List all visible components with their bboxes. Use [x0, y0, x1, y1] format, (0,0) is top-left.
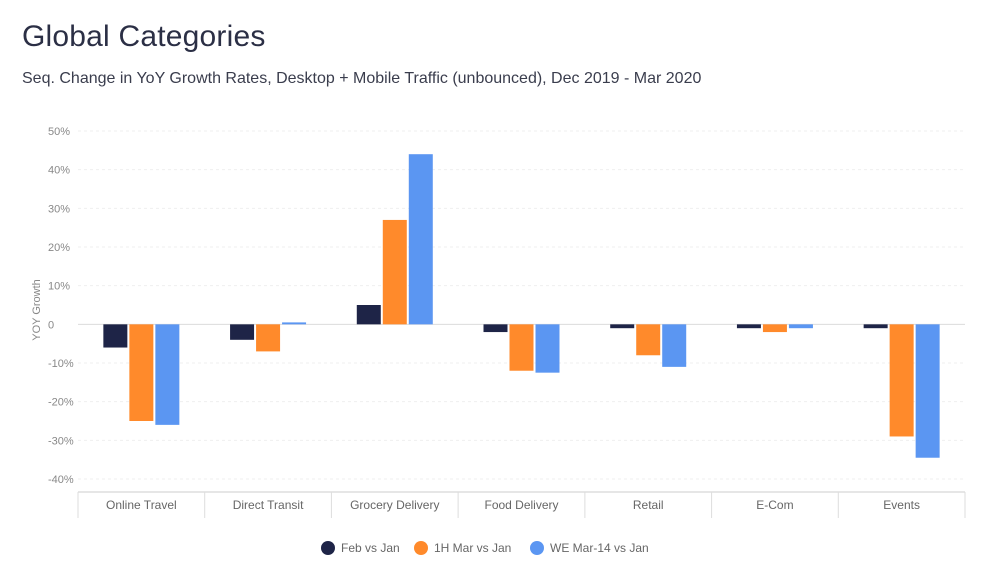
- bar: [762, 324, 787, 333]
- bar: [610, 324, 635, 329]
- bar: [535, 324, 560, 373]
- x-axis-categories: Online Travel Direct Transit Grocery Deliv…: [77, 492, 966, 518]
- y-axis-label: YOY Growth: [31, 279, 43, 341]
- y-tick-label: 0: [48, 319, 54, 331]
- y-tick-label: 30%: [48, 203, 70, 215]
- y-tick-label: -40%: [48, 474, 74, 486]
- legend-marker: [414, 541, 428, 555]
- bar: [915, 324, 940, 458]
- legend-label: Feb vs Jan: [341, 541, 400, 555]
- legend-marker: [530, 541, 544, 555]
- bar: [788, 324, 813, 329]
- y-axis-ticks: 50% 40% 30% 20% 10% 0 -10% -20% -30% -40%: [48, 126, 74, 486]
- legend-label: 1H Mar vs Jan: [434, 541, 511, 555]
- chart-subtitle: Seq. Change in YoY Growth Rates, Desktop…: [22, 70, 702, 87]
- y-tick-label: 40%: [48, 165, 70, 177]
- bar: [256, 324, 281, 352]
- bar: [662, 324, 687, 367]
- x-tick-label: E-Com: [756, 498, 793, 512]
- y-tick-label: 50%: [48, 126, 70, 138]
- bar: [382, 219, 407, 325]
- x-tick-label: Online Travel: [106, 498, 177, 512]
- bar: [230, 324, 255, 340]
- legend-label: WE Mar-14 vs Jan: [550, 541, 649, 555]
- bar: [282, 322, 307, 325]
- x-tick-label: Retail: [633, 498, 664, 512]
- bar: [636, 324, 661, 356]
- x-tick-label: Direct Transit: [233, 498, 304, 512]
- bar: [863, 324, 888, 329]
- bar: [103, 324, 128, 348]
- bar: [129, 324, 154, 421]
- bar: [736, 324, 761, 329]
- y-tick-label: 20%: [48, 242, 70, 254]
- bars: [103, 154, 940, 458]
- bar: [155, 324, 180, 425]
- legend-marker: [321, 541, 335, 555]
- y-tick-label: -20%: [48, 397, 74, 409]
- bar: [483, 324, 508, 333]
- y-tick-label: -30%: [48, 435, 74, 447]
- bar: [408, 154, 433, 325]
- x-tick-label: Grocery Delivery: [350, 498, 439, 512]
- x-tick-label: Food Delivery: [484, 498, 558, 512]
- chart-title: Global Categories: [22, 20, 266, 53]
- gridlines: [78, 130, 965, 493]
- y-tick-label: 10%: [48, 281, 70, 293]
- x-tick-label: Events: [883, 498, 920, 512]
- y-tick-label: -10%: [48, 358, 74, 370]
- legend: Feb vs Jan 1H Mar vs Jan WE Mar-14 vs Jan: [321, 541, 649, 555]
- bar: [889, 324, 914, 437]
- bar: [356, 305, 381, 325]
- bar: [509, 324, 534, 371]
